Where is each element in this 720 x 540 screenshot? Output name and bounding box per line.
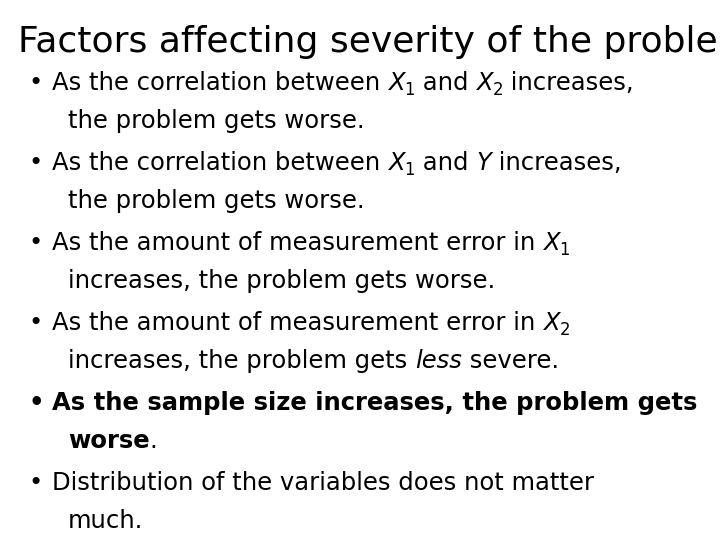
Text: 1: 1 <box>405 81 415 99</box>
Text: increases,: increases, <box>491 151 621 175</box>
Text: 1: 1 <box>559 241 570 259</box>
Text: 1: 1 <box>405 161 415 179</box>
Text: Factors affecting severity of the problem: Factors affecting severity of the proble… <box>18 25 720 59</box>
Text: As the correlation between: As the correlation between <box>52 151 388 175</box>
Text: less: less <box>415 349 462 373</box>
Text: •: • <box>28 231 42 255</box>
Text: X: X <box>476 71 492 95</box>
Text: •: • <box>28 471 42 495</box>
Text: Distribution of the variables does not matter: Distribution of the variables does not m… <box>52 471 594 495</box>
Text: the problem gets worse.: the problem gets worse. <box>68 109 364 133</box>
Text: much.: much. <box>68 509 143 533</box>
Text: 2: 2 <box>492 81 503 99</box>
Text: As the amount of measurement error in: As the amount of measurement error in <box>52 231 543 255</box>
Text: and: and <box>415 71 476 95</box>
Text: As the correlation between: As the correlation between <box>52 71 388 95</box>
Text: .: . <box>150 429 158 453</box>
Text: •: • <box>28 71 42 95</box>
Text: X: X <box>543 231 559 255</box>
Text: the problem gets worse.: the problem gets worse. <box>68 189 364 213</box>
Text: •: • <box>28 311 42 335</box>
Text: X: X <box>388 71 405 95</box>
Text: As the amount of measurement error in: As the amount of measurement error in <box>52 311 543 335</box>
Text: As the sample size increases, the problem gets: As the sample size increases, the proble… <box>52 391 698 415</box>
Text: and: and <box>415 151 476 175</box>
Text: Y: Y <box>476 151 491 175</box>
Text: X: X <box>388 151 405 175</box>
Text: worse: worse <box>68 429 150 453</box>
Text: increases, the problem gets worse.: increases, the problem gets worse. <box>68 269 495 293</box>
Text: X: X <box>543 311 559 335</box>
Text: 2: 2 <box>559 321 570 339</box>
Text: increases,: increases, <box>503 71 634 95</box>
Text: severe.: severe. <box>462 349 559 373</box>
Text: increases, the problem gets: increases, the problem gets <box>68 349 415 373</box>
Text: •: • <box>28 391 43 415</box>
Text: •: • <box>28 151 42 175</box>
